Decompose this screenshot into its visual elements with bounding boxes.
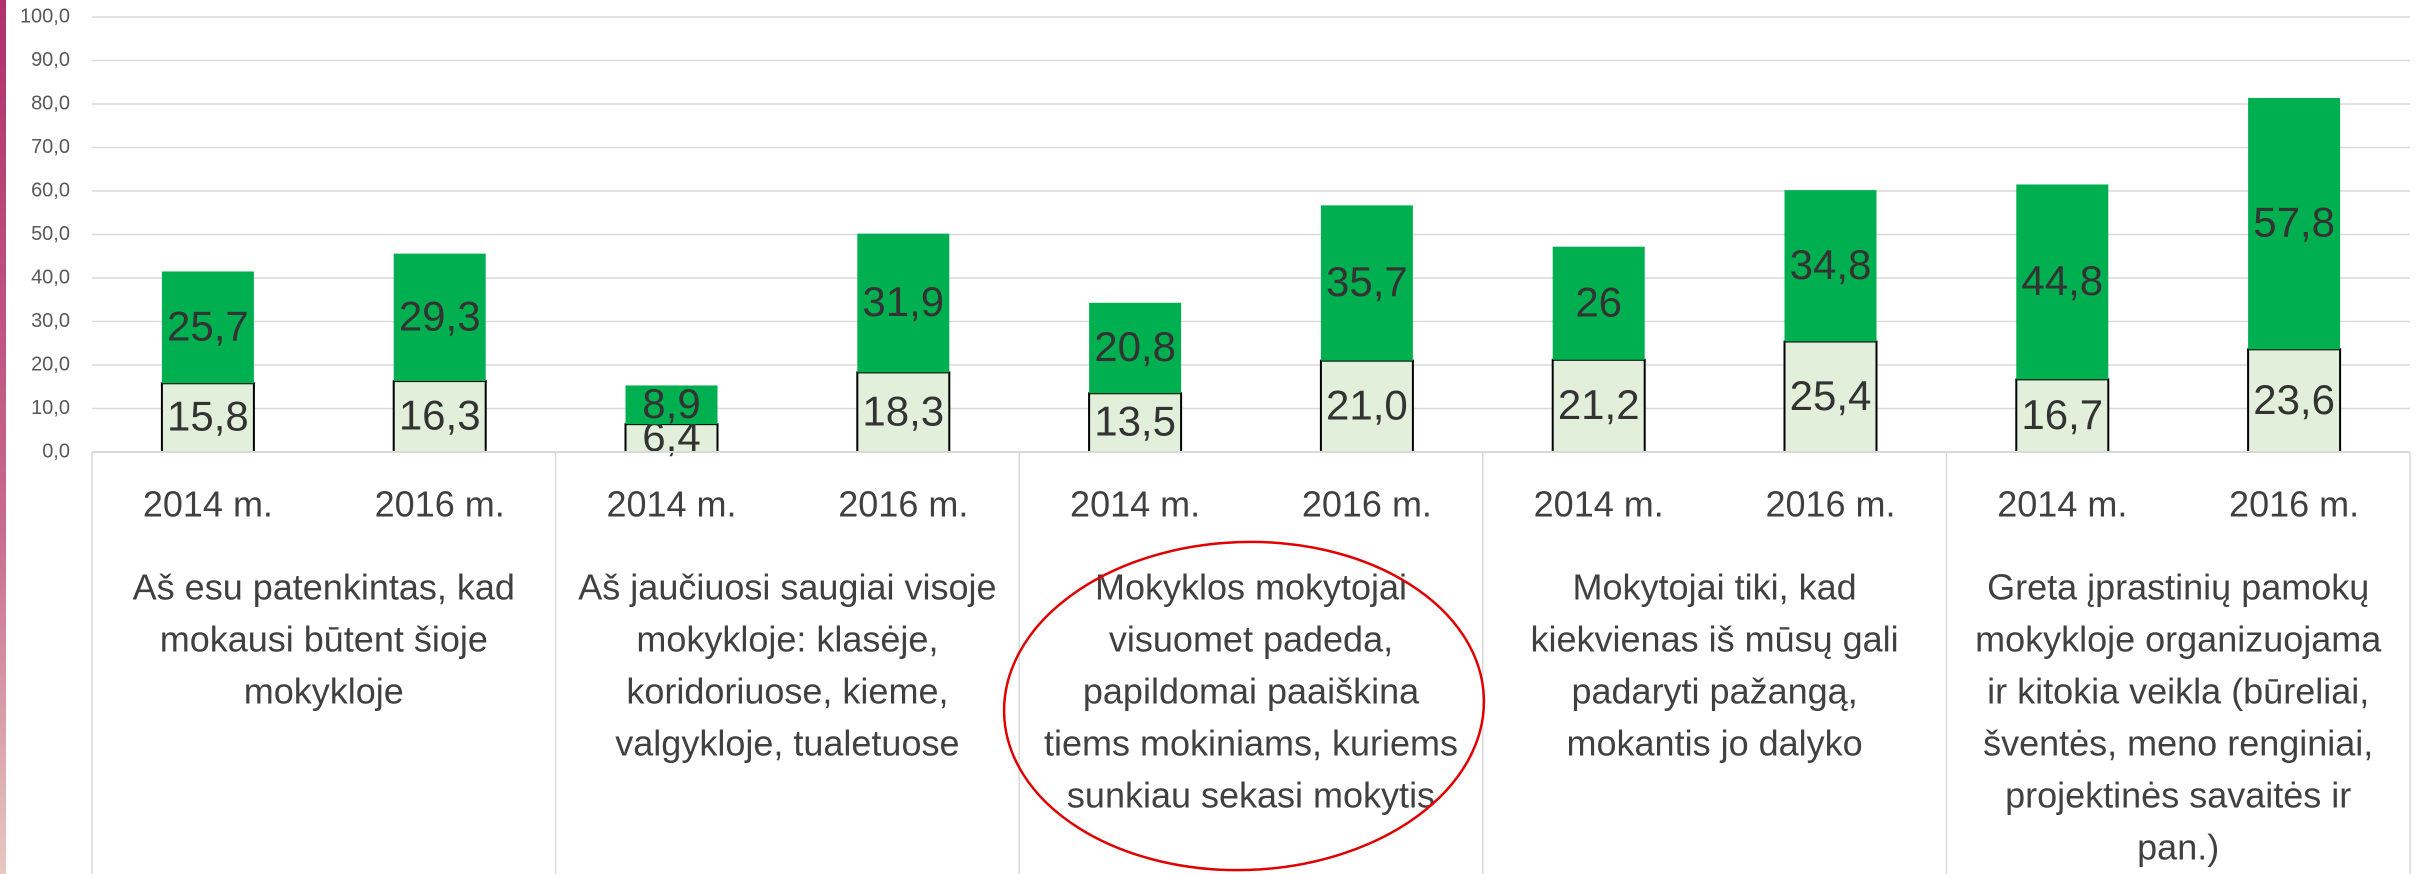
bar-segment (857, 233, 950, 373)
bar-segment (392, 380, 487, 453)
y-tick-label: 90,0 (31, 49, 70, 71)
x-tick-label: 2016 m. (1765, 484, 1895, 525)
data-label: 57,8 (2253, 199, 2335, 246)
x-tick-label: 2016 m. (375, 484, 505, 525)
group-label: Aš jaučiuosi saugiai visoje (578, 567, 996, 608)
y-tick-label: 20,0 (31, 353, 70, 375)
bar-segment (2247, 348, 2342, 453)
data-label: 8,9 (642, 380, 700, 427)
data-label: 44,8 (2021, 257, 2103, 304)
group-label: Mokyklos mokytojai (1095, 567, 1407, 608)
bar-segment (1784, 190, 1877, 342)
bar-segment (1783, 340, 1878, 454)
group-label: Aš esu patenkintas, kad (133, 567, 515, 608)
group-label: kiekvienas iš mūsų gali (1531, 619, 1899, 660)
x-tick-label: 2016 m. (1302, 484, 1432, 525)
data-label: 31,9 (862, 278, 944, 325)
hand-drawn-circle (1002, 540, 1486, 872)
y-tick-label: 70,0 (31, 136, 70, 158)
bar-segment (393, 253, 486, 382)
group-label: mokantis jo dalyko (1567, 723, 1863, 764)
group-label: valgykloje, tualetuose (615, 723, 959, 764)
bar-segment (160, 382, 255, 453)
data-label: 21,0 (1326, 381, 1408, 428)
data-label: 20,8 (1094, 323, 1176, 370)
data-label: 29,3 (399, 292, 481, 339)
y-tick-label: 30,0 (31, 310, 70, 332)
data-label: 16,7 (2021, 391, 2103, 438)
y-tick-label: 50,0 (31, 223, 70, 245)
data-label: 35,7 (1326, 258, 1408, 305)
group-label: mokykloje: klasėje, (636, 619, 938, 660)
y-tick-label: 100,0 (20, 5, 70, 27)
data-label: 18,3 (862, 387, 944, 434)
group-label: pan.) (2137, 827, 2219, 868)
data-label: 13,5 (1094, 398, 1176, 445)
data-label: 26 (1575, 278, 1622, 325)
group-label: tiems mokiniams, kuriems (1044, 723, 1458, 764)
data-label: 25,4 (1790, 372, 1872, 419)
x-tick-label: 2016 m. (2229, 484, 2359, 525)
bar-segment (1552, 246, 1645, 360)
group-label: ir kitokia veikla (būreliai, (1987, 671, 2369, 712)
bar-segment (2248, 97, 2341, 350)
group-label: mokykloje organizuojama (1975, 619, 2382, 660)
data-label: 15,8 (167, 393, 249, 440)
edge-strip (0, 0, 6, 874)
group-label: Mokytojai tiki, kad (1573, 567, 1857, 608)
group-label: mokykloje (244, 671, 404, 712)
data-label: 21,2 (1558, 381, 1640, 428)
group-label: visuomet padeda, (1109, 619, 1393, 660)
bar-segment (1320, 205, 1413, 361)
group-label: mokausi būtent šioje (160, 619, 488, 660)
y-tick-label: 60,0 (31, 179, 70, 201)
bar-segment (625, 385, 718, 425)
group-label: koridoriuose, kieme, (626, 671, 948, 712)
bar-segment (1089, 302, 1182, 394)
group-label: padaryti pažangą, (1571, 671, 1857, 712)
x-tick-label: 2014 m. (1534, 484, 1664, 525)
group-label: projektinės savaitės ir (2005, 775, 2351, 816)
x-tick-label: 2014 m. (1070, 484, 1200, 525)
plot: 0,0 10,0 20,0 30,0 40,0 50,0 60,0 70,0 80,0 90,0 1… (20, 5, 2411, 874)
group-label: Greta įprastinių pamokų (1987, 567, 2369, 608)
bar-segment (2015, 378, 2110, 454)
bar-segment (161, 271, 254, 384)
group-label: sunkiau sekasi mokytis (1067, 775, 1435, 816)
bar-segment (2016, 184, 2109, 380)
data-label: 16,3 (399, 392, 481, 439)
y-tick-label: 10,0 (31, 397, 70, 419)
data-label: 34,8 (1790, 241, 1872, 288)
bar-segment (624, 423, 719, 454)
x-tick-label: 2014 m. (606, 484, 736, 525)
group-label: šventės, meno renginiai, (1983, 723, 2373, 764)
group-label: papildomai paaiškina (1083, 671, 1420, 712)
x-tick-label: 2016 m. (838, 484, 968, 525)
bar-segment (1319, 359, 1414, 453)
y-tick-label: 80,0 (31, 92, 70, 114)
y-tick-label: 40,0 (31, 266, 70, 288)
x-tick-label: 2014 m. (1997, 484, 2127, 525)
x-tick-label: 2014 m. (143, 484, 273, 525)
data-label: 23,6 (2253, 376, 2335, 423)
data-label: 25,7 (167, 302, 249, 349)
y-tick-label: 0,0 (42, 440, 70, 462)
